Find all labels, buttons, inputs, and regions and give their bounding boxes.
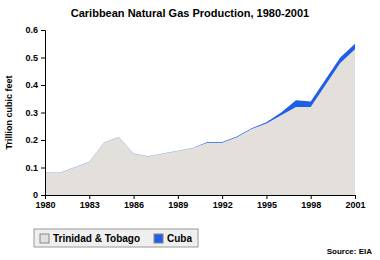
tick-mark <box>355 195 356 199</box>
tick: 1998 <box>301 195 321 210</box>
y-axis-title: Trillion cubic feet <box>4 75 14 149</box>
tick-mark <box>41 168 45 169</box>
legend: Trinidad & Tobago Cuba <box>34 229 198 247</box>
tick-mark <box>178 195 179 199</box>
chart: Caribbean Natural Gas Production, 1980-2… <box>0 0 380 260</box>
x-axis: 1980 1983 1986 1989 1992 1995 1998 2001 <box>35 195 365 210</box>
tick-mark <box>311 195 312 199</box>
tick-label: 0.3 <box>25 108 38 118</box>
tick-mark <box>45 195 46 199</box>
tick-label: 2001 <box>345 200 365 210</box>
legend-swatch <box>154 234 163 243</box>
tick: 1992 <box>213 195 233 210</box>
tick-label: 1986 <box>124 200 144 210</box>
tick-mark <box>41 195 45 196</box>
tick: 2001 <box>345 195 365 210</box>
tick: 1980 <box>35 195 55 210</box>
area <box>45 49 355 195</box>
tick: 1995 <box>257 195 277 210</box>
tick-mark <box>89 195 90 199</box>
tick: 0.5 <box>25 53 45 63</box>
tick: 0 <box>33 190 45 200</box>
tick: 0.1 <box>25 163 45 173</box>
annotation: Source: EIA <box>327 247 373 256</box>
area <box>45 44 355 173</box>
tick-mark <box>134 195 135 199</box>
tick-label: 1998 <box>301 200 321 210</box>
tick-label: 0.4 <box>25 80 38 90</box>
legend-swatch <box>40 234 49 243</box>
tick-label: 1989 <box>168 200 188 210</box>
tick-mark <box>41 140 45 141</box>
tick-label: 0.2 <box>25 135 38 145</box>
legend-label: Cuba <box>167 233 192 244</box>
tick-mark <box>41 85 45 86</box>
areas <box>45 44 355 195</box>
tick-label: 1995 <box>257 200 277 210</box>
tick-label: 0.5 <box>25 53 38 63</box>
tick-mark <box>222 195 223 199</box>
tick: 1983 <box>80 195 100 210</box>
tick: 0.2 <box>25 135 45 145</box>
tick-label: 1980 <box>35 200 55 210</box>
tick-label: 0 <box>33 190 38 200</box>
tick: 1986 <box>124 195 144 210</box>
tick: 0.6 <box>25 25 45 35</box>
tick: 1989 <box>168 195 188 210</box>
tick-label: 1992 <box>213 200 233 210</box>
tick-mark <box>41 58 45 59</box>
tick-label: 0.1 <box>25 163 38 173</box>
y-axis: 0 0.1 0.2 0.3 0.4 0.5 0.6 <box>25 25 45 200</box>
tick-label: 0.6 <box>25 25 38 35</box>
tick: 0.3 <box>25 108 45 118</box>
legend-item: Trinidad & Tobago <box>40 233 140 244</box>
tick: 0.4 <box>25 80 45 90</box>
axis-line <box>41 31 46 196</box>
tick-mark <box>266 195 267 199</box>
title: Caribbean Natural Gas Production, 1980-2… <box>71 7 309 19</box>
legend-label: Trinidad & Tobago <box>53 233 140 244</box>
tick-label: 1983 <box>80 200 100 210</box>
tick-mark <box>41 30 45 31</box>
legend-item: Cuba <box>154 233 192 244</box>
tick-mark <box>41 113 45 114</box>
plot: 00.10.20.30.40.50.6198019831986198919921… <box>25 25 365 210</box>
axis-line <box>46 196 356 200</box>
legend-box <box>34 229 198 247</box>
